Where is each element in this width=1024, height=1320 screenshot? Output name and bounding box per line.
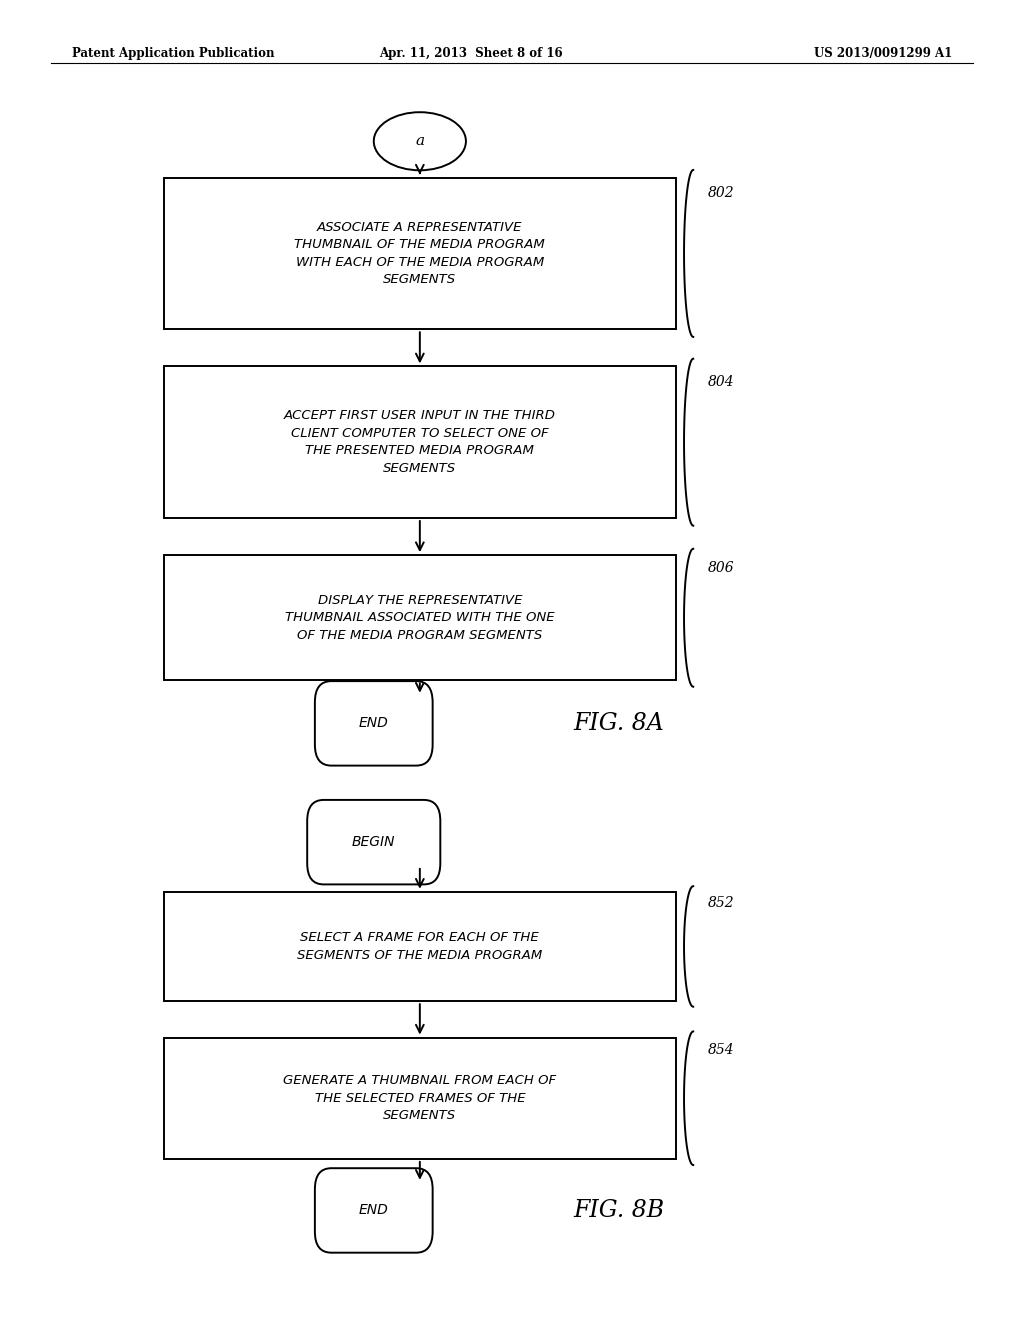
- Text: 806: 806: [708, 561, 734, 576]
- Text: ASSOCIATE A REPRESENTATIVE
THUMBNAIL OF THE MEDIA PROGRAM
WITH EACH OF THE MEDIA: ASSOCIATE A REPRESENTATIVE THUMBNAIL OF …: [295, 220, 545, 286]
- Text: DISPLAY THE REPRESENTATIVE
THUMBNAIL ASSOCIATED WITH THE ONE
OF THE MEDIA PROGRA: DISPLAY THE REPRESENTATIVE THUMBNAIL ASS…: [285, 594, 555, 642]
- Bar: [164, 177, 676, 329]
- Text: BEGIN: BEGIN: [352, 836, 395, 849]
- Text: US 2013/0091299 A1: US 2013/0091299 A1: [814, 48, 952, 59]
- Text: ACCEPT FIRST USER INPUT IN THE THIRD
CLIENT COMPUTER TO SELECT ONE OF
THE PRESEN: ACCEPT FIRST USER INPUT IN THE THIRD CLI…: [284, 409, 556, 475]
- Ellipse shape: [374, 112, 466, 170]
- FancyBboxPatch shape: [315, 681, 432, 766]
- Text: FIG. 8B: FIG. 8B: [573, 1199, 665, 1222]
- FancyBboxPatch shape: [307, 800, 440, 884]
- FancyBboxPatch shape: [315, 1168, 432, 1253]
- Text: Apr. 11, 2013  Sheet 8 of 16: Apr. 11, 2013 Sheet 8 of 16: [379, 48, 563, 59]
- Text: GENERATE A THUMBNAIL FROM EACH OF
THE SELECTED FRAMES OF THE
SEGMENTS: GENERATE A THUMBNAIL FROM EACH OF THE SE…: [284, 1074, 556, 1122]
- Text: END: END: [358, 1204, 389, 1217]
- Bar: [164, 554, 676, 681]
- Text: FIG. 8A: FIG. 8A: [573, 711, 665, 735]
- Text: SELECT A FRAME FOR EACH OF THE
SEGMENTS OF THE MEDIA PROGRAM: SELECT A FRAME FOR EACH OF THE SEGMENTS …: [297, 931, 543, 962]
- Text: 854: 854: [708, 1043, 734, 1057]
- Bar: [164, 892, 676, 1001]
- Text: END: END: [358, 717, 389, 730]
- Text: 802: 802: [708, 186, 734, 201]
- Bar: [164, 1038, 676, 1159]
- Text: a: a: [416, 135, 424, 148]
- Text: 852: 852: [708, 896, 734, 909]
- Text: 804: 804: [708, 375, 734, 389]
- Bar: [164, 366, 676, 517]
- Text: Patent Application Publication: Patent Application Publication: [72, 48, 274, 59]
